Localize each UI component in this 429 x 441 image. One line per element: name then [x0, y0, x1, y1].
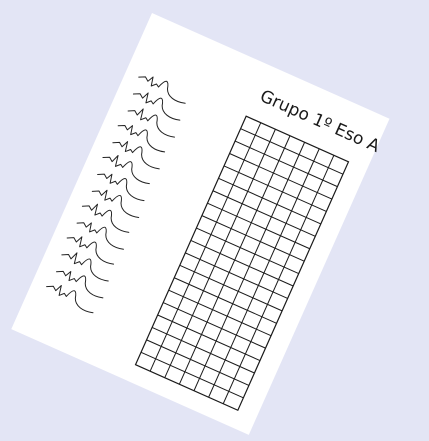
student-name-scribble	[97, 173, 145, 202]
grade-grid	[134, 115, 350, 412]
grid-row-line	[179, 264, 283, 312]
student-name-scribble	[56, 270, 104, 299]
grid-row-line	[201, 215, 305, 262]
student-name-scribble	[127, 108, 175, 138]
student-name-scribble	[102, 155, 150, 185]
grid-row-line	[240, 128, 344, 175]
grid-row-line	[168, 289, 272, 337]
grid-row-line	[223, 165, 327, 212]
grid-row-line	[229, 153, 333, 200]
grid-row-line	[234, 140, 338, 188]
grid-row-line	[162, 302, 266, 349]
grid-row-line	[140, 351, 244, 399]
student-name-scribble	[91, 189, 140, 218]
grid-row-line	[207, 202, 310, 250]
student-name-scribble	[132, 92, 181, 121]
grid-row-line	[157, 314, 261, 362]
grid-row-line	[185, 252, 288, 299]
grid-row-line	[151, 326, 255, 374]
grid-row-line	[196, 227, 299, 275]
student-name-scribble	[138, 76, 186, 104]
student-name-list	[46, 76, 186, 314]
paper-sheet	[11, 13, 390, 435]
student-name-scribble	[81, 203, 130, 233]
grid-row-line	[174, 277, 277, 324]
grid-row-line	[212, 190, 316, 237]
student-name-scribble	[76, 222, 124, 250]
grid-row-line	[218, 177, 322, 225]
student-name-scribble	[112, 141, 160, 170]
attendance-sheet: Grupo 1º Eso A	[11, 13, 390, 435]
grid-row-line	[190, 240, 294, 287]
grid-row-line	[146, 339, 250, 386]
student-name-scribble	[66, 236, 115, 265]
student-name-scribble	[46, 284, 94, 314]
student-name-scribble	[61, 252, 109, 282]
student-name-scribble	[117, 125, 166, 153]
